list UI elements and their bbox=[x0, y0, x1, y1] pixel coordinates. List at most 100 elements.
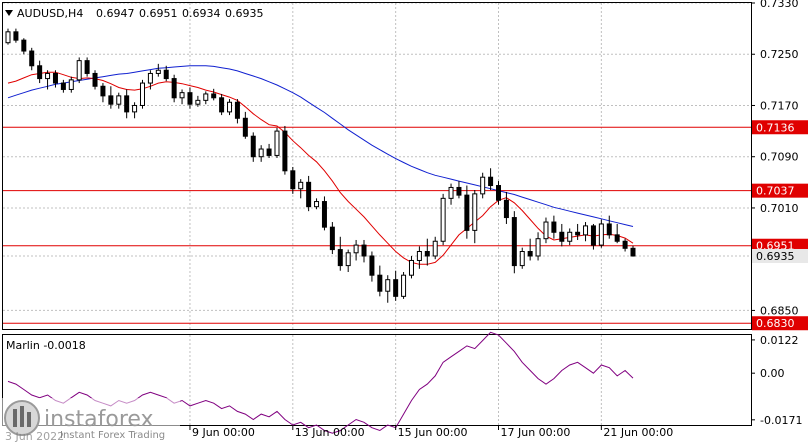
candle[interactable] bbox=[242, 111, 248, 139]
candle[interactable] bbox=[393, 270, 399, 301]
bull-candle-body bbox=[5, 31, 11, 44]
candle[interactable] bbox=[306, 175, 312, 212]
candle[interactable] bbox=[416, 246, 422, 269]
candle[interactable] bbox=[116, 92, 122, 109]
candle[interactable] bbox=[76, 57, 82, 84]
candle[interactable] bbox=[314, 198, 320, 210]
candle[interactable] bbox=[29, 47, 35, 71]
candle[interactable] bbox=[353, 239, 359, 261]
collapse-triangle-icon[interactable] bbox=[5, 10, 13, 16]
candle[interactable] bbox=[132, 102, 138, 119]
candle[interactable] bbox=[298, 179, 304, 199]
candle[interactable] bbox=[147, 70, 153, 90]
candle[interactable] bbox=[385, 275, 391, 303]
candle[interactable] bbox=[630, 245, 636, 257]
candle[interactable] bbox=[100, 83, 106, 103]
candle[interactable] bbox=[45, 70, 51, 90]
candle[interactable] bbox=[266, 143, 272, 158]
candle[interactable] bbox=[84, 57, 90, 77]
bear-candle-body bbox=[630, 247, 636, 257]
candle[interactable] bbox=[329, 222, 335, 255]
candle[interactable] bbox=[345, 249, 351, 272]
time-axis[interactable]: 9 Jun 00:00 13 Jun 00:00 15 Jun 00:00 17 Ju… bbox=[189, 426, 673, 439]
candle[interactable] bbox=[37, 60, 43, 84]
bull-candle-body bbox=[68, 79, 74, 90]
candle[interactable] bbox=[155, 63, 161, 77]
candle[interactable] bbox=[187, 87, 193, 109]
candle[interactable] bbox=[108, 86, 114, 109]
candle[interactable] bbox=[211, 88, 217, 101]
candle[interactable] bbox=[440, 193, 446, 246]
current-price-label: 0.6935 bbox=[756, 250, 795, 263]
candle[interactable] bbox=[203, 91, 209, 105]
candle[interactable] bbox=[590, 223, 596, 250]
candle[interactable] bbox=[622, 238, 628, 252]
bear-candle-body bbox=[108, 95, 114, 105]
candle[interactable] bbox=[369, 251, 375, 282]
candle[interactable] bbox=[92, 70, 98, 90]
level-price-tag bbox=[752, 183, 808, 198]
candle[interactable] bbox=[321, 196, 327, 231]
candle[interactable] bbox=[488, 168, 494, 191]
candle[interactable] bbox=[13, 28, 19, 43]
candle[interactable] bbox=[195, 95, 201, 107]
candle[interactable] bbox=[432, 236, 438, 260]
bear-candle-body bbox=[527, 251, 533, 257]
candle[interactable] bbox=[68, 76, 74, 93]
candle[interactable] bbox=[5, 28, 11, 45]
candle[interactable] bbox=[424, 238, 430, 266]
candle[interactable] bbox=[219, 93, 225, 116]
candle[interactable] bbox=[472, 190, 478, 244]
candle[interactable] bbox=[60, 79, 66, 93]
candle[interactable] bbox=[124, 89, 130, 119]
candle[interactable] bbox=[480, 172, 486, 199]
candle[interactable] bbox=[258, 145, 264, 162]
candle[interactable] bbox=[543, 217, 549, 244]
candle[interactable] bbox=[598, 219, 604, 248]
candle[interactable] bbox=[139, 79, 145, 109]
bull-candle-body bbox=[543, 221, 549, 240]
candle[interactable] bbox=[503, 191, 509, 224]
price-tick-label: 0.6850 bbox=[760, 304, 799, 317]
candle[interactable] bbox=[511, 211, 517, 274]
candle[interactable] bbox=[496, 181, 502, 205]
candle[interactable] bbox=[234, 99, 240, 124]
candle[interactable] bbox=[171, 74, 177, 103]
candle[interactable] bbox=[361, 239, 367, 263]
candle[interactable] bbox=[179, 89, 185, 105]
candle[interactable] bbox=[575, 223, 581, 240]
candle[interactable] bbox=[551, 215, 557, 239]
bull-candle-body bbox=[416, 251, 422, 261]
bear-candle-body bbox=[171, 78, 177, 99]
candle[interactable] bbox=[52, 70, 58, 88]
candle[interactable] bbox=[464, 185, 470, 239]
candle[interactable] bbox=[250, 132, 256, 162]
price-axis[interactable]: 0.7330 0.7250 0.7170 0.7090 0.7010 0.6850 bbox=[751, 0, 799, 317]
candle[interactable] bbox=[337, 236, 343, 271]
candle[interactable] bbox=[559, 223, 565, 247]
candle[interactable] bbox=[21, 38, 27, 55]
candle[interactable] bbox=[282, 125, 288, 175]
candle[interactable] bbox=[456, 181, 462, 199]
osc-tick-label: -0.0171 bbox=[760, 414, 802, 427]
candle[interactable] bbox=[606, 215, 612, 239]
candle[interactable] bbox=[448, 183, 454, 205]
candle[interactable] bbox=[614, 223, 620, 244]
candle[interactable] bbox=[583, 222, 589, 242]
candle[interactable] bbox=[408, 255, 414, 279]
bear-candle-body bbox=[84, 60, 90, 74]
candle[interactable] bbox=[401, 271, 407, 299]
candle[interactable] bbox=[377, 265, 383, 297]
candle[interactable] bbox=[519, 247, 525, 269]
candle[interactable] bbox=[163, 65, 169, 82]
candlestick-series[interactable] bbox=[5, 28, 636, 303]
candle[interactable] bbox=[274, 127, 280, 158]
candle[interactable] bbox=[290, 166, 296, 194]
candle[interactable] bbox=[567, 228, 573, 246]
symbol-label: AUDUSD,H4 bbox=[17, 7, 83, 20]
candle[interactable] bbox=[227, 99, 233, 116]
candle[interactable] bbox=[535, 232, 541, 261]
candle[interactable] bbox=[527, 238, 533, 261]
